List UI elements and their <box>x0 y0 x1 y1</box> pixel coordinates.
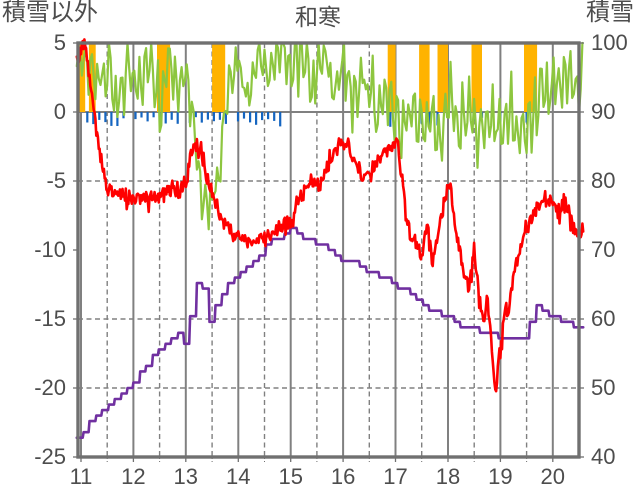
svg-text:13: 13 <box>174 464 198 489</box>
svg-text:和寒: 和寒 <box>295 4 341 30</box>
svg-text:90: 90 <box>591 99 615 124</box>
svg-text:40: 40 <box>591 444 615 469</box>
svg-text:16: 16 <box>331 464 355 489</box>
svg-text:14: 14 <box>226 464 250 489</box>
svg-text:-20: -20 <box>34 375 66 400</box>
svg-text:80: 80 <box>591 168 615 193</box>
svg-text:積雪以外: 積雪以外 <box>2 0 98 26</box>
svg-text:5: 5 <box>54 30 66 55</box>
svg-text:100: 100 <box>591 30 628 55</box>
svg-text:50: 50 <box>591 375 615 400</box>
svg-text:-10: -10 <box>34 237 66 262</box>
svg-text:積雪: 積雪 <box>586 0 634 26</box>
svg-text:12: 12 <box>121 464 145 489</box>
svg-text:11: 11 <box>70 464 93 489</box>
svg-text:-5: -5 <box>46 168 66 193</box>
svg-text:15: 15 <box>278 464 302 489</box>
svg-text:18: 18 <box>436 464 460 489</box>
svg-text:0: 0 <box>54 99 66 124</box>
svg-text:19: 19 <box>488 464 512 489</box>
svg-text:17: 17 <box>383 464 407 489</box>
svg-text:20: 20 <box>541 464 565 489</box>
svg-text:-25: -25 <box>34 444 66 469</box>
svg-text:-15: -15 <box>34 306 66 331</box>
svg-text:70: 70 <box>591 237 615 262</box>
svg-text:60: 60 <box>591 306 615 331</box>
